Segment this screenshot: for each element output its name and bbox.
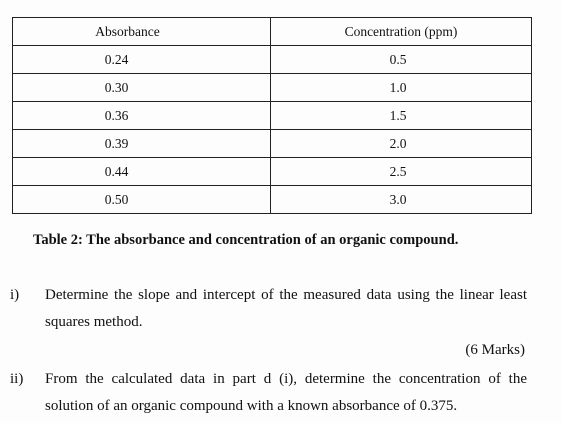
absorbance-cell: 0.50 (12, 185, 271, 214)
concentration-cell: 0.5 (270, 45, 532, 74)
concentration-column-header: Concentration (ppm) (270, 17, 532, 46)
absorbance-cell: 0.24 (12, 45, 271, 74)
absorbance-column-header: Absorbance (12, 17, 271, 46)
absorbance-cell: 0.36 (12, 101, 271, 130)
absorbance-cell: 0.39 (12, 129, 271, 158)
table-row: 0.30 1.0 (12, 73, 532, 102)
table-row: 0.50 3.0 (12, 185, 532, 214)
absorbance-cell: 0.44 (12, 157, 271, 186)
table-header-row: Absorbance Concentration (ppm) (12, 17, 532, 46)
concentration-cell: 2.0 (270, 129, 532, 158)
absorbance-concentration-table: Absorbance Concentration (ppm) 0.24 0.5 … (12, 17, 532, 214)
question-number: ii) (10, 371, 24, 387)
table-row: 0.44 2.5 (12, 157, 532, 186)
table-row: 0.39 2.0 (12, 129, 532, 158)
table-row: 0.36 1.5 (12, 101, 532, 130)
marks-label: (6 Marks) (465, 342, 525, 358)
concentration-cell: 3.0 (270, 185, 532, 214)
absorbance-cell: 0.30 (12, 73, 271, 102)
table-caption: Table 2: The absorbance and concentratio… (33, 232, 459, 248)
table-row: 0.24 0.5 (12, 45, 532, 74)
concentration-cell: 2.5 (270, 157, 532, 186)
question-text: Determine the slope and intercept of the… (45, 287, 527, 330)
concentration-cell: 1.5 (270, 101, 532, 130)
question-number: i) (10, 287, 20, 303)
question-text: From the calculated data in part d (i), … (45, 371, 527, 414)
concentration-cell: 1.0 (270, 73, 532, 102)
